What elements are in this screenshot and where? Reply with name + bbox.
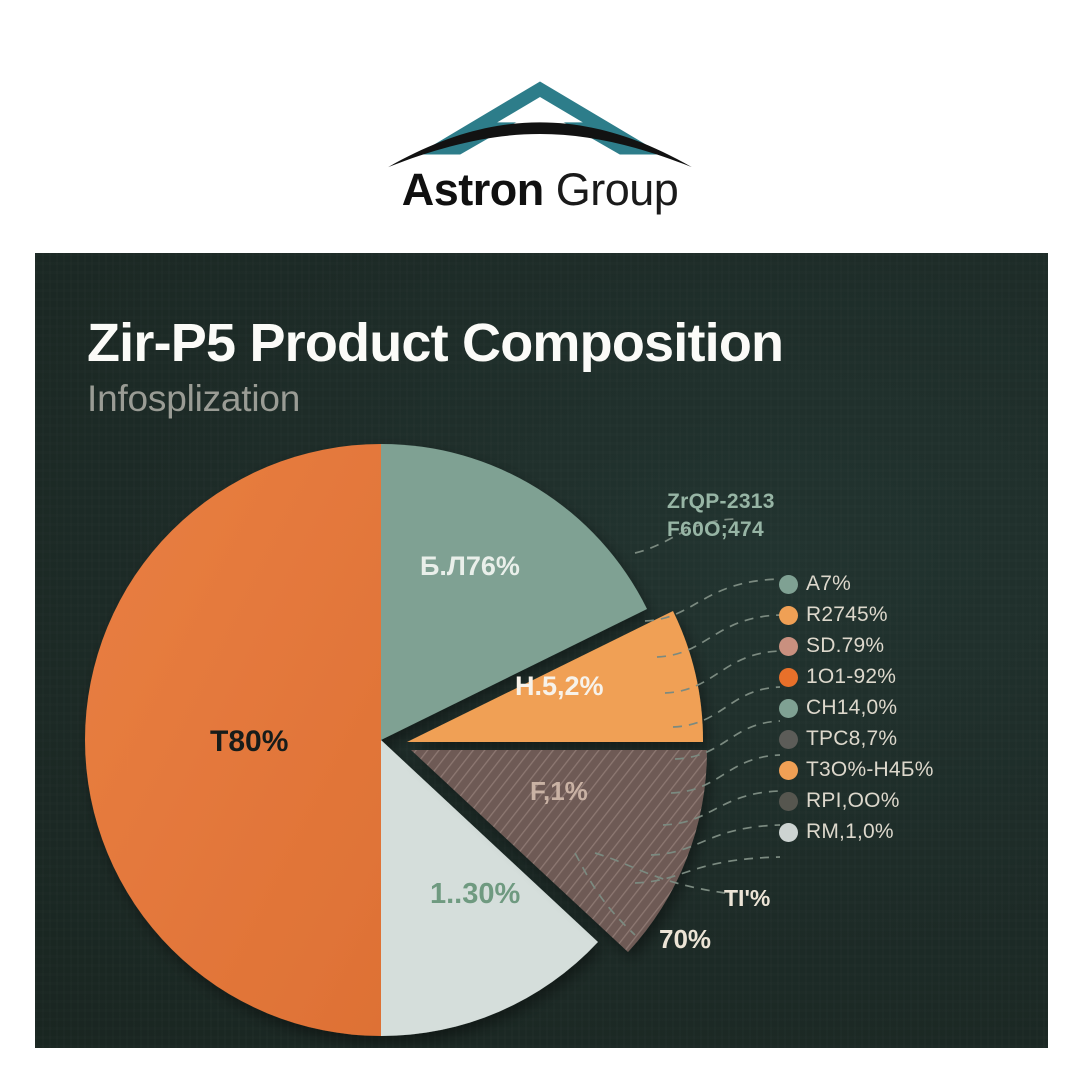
chart-panel: Zir-P5 Product Composition Infosplizatio… [35,253,1048,1048]
legend-color-swatch-icon [779,729,798,749]
astron-logo-icon [388,81,692,168]
legend-item-label: T3O%-H4Б% [806,758,934,781]
legend-item-label: 1O1-92% [806,665,897,688]
pie-slice-sage[interactable] [381,443,647,740]
legend-item-label: SD.79% [806,634,885,657]
brand-wordmark: Astron Group [402,167,679,212]
legend-color-swatch-icon [779,574,798,594]
chart-title: Zir-P5 Product Composition [87,313,784,373]
legend-color-swatch-icon [779,791,798,811]
chart-legend: A7% R2745% SD.79% 1O1-92% CH14,0% TPC8,7% T3O%… [779,571,934,845]
legend-item-label: RM,1,0% [806,820,894,843]
leader-lines [574,518,781,936]
legend-item[interactable]: SD.79% [779,633,934,659]
legend-item-label: A7% [806,572,851,595]
legend-item[interactable]: T3O%-H4Б% [779,757,934,783]
brand-name-bold: Astron [401,164,545,215]
legend-item[interactable]: A7% [779,571,934,597]
legend-item[interactable]: RM,1,0% [779,819,934,845]
legend-item[interactable]: 1O1-92% [779,664,934,690]
legend-item[interactable]: CH14,0% [779,695,934,721]
legend-color-swatch-icon [779,667,798,687]
legend-color-swatch-icon [779,822,798,842]
pie-slice-amber[interactable] [407,611,704,742]
title-block: Zir-P5 Product Composition Infosplizatio… [87,315,947,419]
chart-subtitle: Infosplization [87,377,301,419]
pie-slice-hatched[interactable] [411,750,708,952]
legend-item-label: TPC8,7% [806,727,898,750]
legend-item-label: CH14,0% [806,696,898,719]
legend-color-swatch-icon [779,698,798,718]
pie-chart-svg [85,443,781,1037]
legend-item-label: R2745% [806,603,888,626]
legend-item-label: RPI,OO% [806,789,900,812]
pie-slice-pale[interactable] [381,740,598,1037]
legend-item[interactable]: R2745% [779,602,934,628]
legend-color-swatch-icon [779,605,798,625]
legend-color-swatch-icon [779,636,798,656]
pie-slice-main[interactable] [85,444,381,1036]
legend-item[interactable]: RPI,OO% [779,788,934,814]
legend-color-swatch-icon [779,760,798,780]
brand-header: Astron Group [0,62,1080,212]
legend-item[interactable]: TPC8,7% [779,726,934,752]
brand-name-regular: Group [555,164,679,215]
